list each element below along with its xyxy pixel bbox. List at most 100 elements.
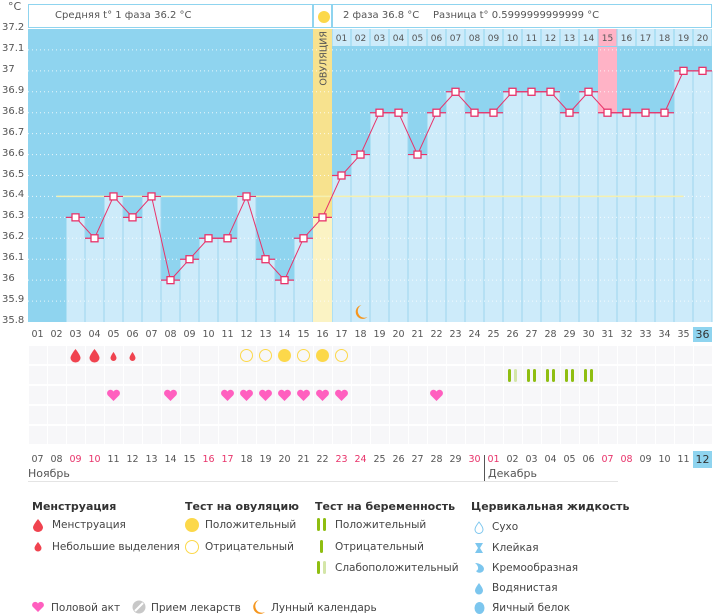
- cycle-day-label[interactable]: 02: [50, 329, 63, 340]
- symbol-cell[interactable]: [142, 386, 161, 404]
- symbol-cell[interactable]: [389, 386, 408, 404]
- date-label[interactable]: 07: [601, 454, 614, 465]
- date-label[interactable]: 09: [639, 454, 652, 465]
- date-label[interactable]: 10: [658, 454, 671, 465]
- cycle-day-label[interactable]: 01: [31, 329, 44, 340]
- cycle-day-label[interactable]: 24: [468, 329, 481, 340]
- ovulation-test-negative-icon[interactable]: [256, 346, 275, 365]
- symbol-cell[interactable]: [123, 406, 142, 424]
- symbol-cell[interactable]: [180, 406, 199, 424]
- symbol-cell[interactable]: [579, 426, 598, 444]
- date-label[interactable]: 14: [164, 454, 177, 465]
- symbol-cell[interactable]: [256, 406, 275, 424]
- cycle-day-label[interactable]: 25: [487, 329, 500, 340]
- cycle-day-label[interactable]: 33: [639, 329, 652, 340]
- heart-icon[interactable]: [218, 386, 237, 405]
- symbol-cell[interactable]: [408, 366, 427, 384]
- symbol-cell[interactable]: [85, 366, 104, 384]
- spotting-drop-icon[interactable]: [104, 346, 123, 365]
- symbol-cell[interactable]: [199, 346, 218, 364]
- symbol-cell[interactable]: [180, 426, 199, 444]
- cycle-day-label[interactable]: 35: [677, 329, 690, 340]
- symbol-cell[interactable]: [674, 386, 693, 404]
- symbol-cell[interactable]: [465, 366, 484, 384]
- symbol-cell[interactable]: [218, 406, 237, 424]
- spotting-drop-icon[interactable]: [123, 346, 142, 365]
- symbol-cell[interactable]: [446, 366, 465, 384]
- symbol-cell[interactable]: [579, 406, 598, 424]
- pregnancy-test-positive-icon[interactable]: [522, 366, 541, 385]
- symbol-cell[interactable]: [427, 406, 446, 424]
- symbol-cell[interactable]: [142, 366, 161, 384]
- date-label[interactable]: 17: [221, 454, 234, 465]
- symbol-cell[interactable]: [541, 386, 560, 404]
- date-label[interactable]: 03: [525, 454, 538, 465]
- symbol-cell[interactable]: [674, 366, 693, 384]
- symbol-cell[interactable]: [313, 426, 332, 444]
- symbol-cell[interactable]: [351, 426, 370, 444]
- cycle-day-label[interactable]: 10: [202, 329, 215, 340]
- symbol-cell[interactable]: [85, 386, 104, 404]
- symbol-cell[interactable]: [28, 346, 47, 364]
- date-label[interactable]: 10: [88, 454, 101, 465]
- symbol-cell[interactable]: [104, 406, 123, 424]
- symbol-cell[interactable]: [332, 406, 351, 424]
- date-label[interactable]: 29: [449, 454, 462, 465]
- symbol-cell[interactable]: [636, 426, 655, 444]
- symbol-cell[interactable]: [541, 346, 560, 364]
- symbol-cell[interactable]: [598, 346, 617, 364]
- symbol-cell[interactable]: [522, 346, 541, 364]
- ovulation-test-negative-icon[interactable]: [332, 346, 351, 365]
- symbol-cell[interactable]: [598, 406, 617, 424]
- heart-icon[interactable]: [104, 386, 123, 405]
- symbol-cell[interactable]: [199, 366, 218, 384]
- heart-icon[interactable]: [161, 386, 180, 405]
- cycle-day-label[interactable]: 34: [658, 329, 671, 340]
- symbol-cell[interactable]: [636, 386, 655, 404]
- symbol-cell[interactable]: [465, 426, 484, 444]
- symbol-cell[interactable]: [28, 426, 47, 444]
- symbol-cell[interactable]: [389, 346, 408, 364]
- symbol-cell[interactable]: [161, 346, 180, 364]
- symbol-cell[interactable]: [199, 386, 218, 404]
- menstruation-drop-icon[interactable]: [66, 346, 85, 365]
- symbol-cell[interactable]: [142, 426, 161, 444]
- symbol-cell[interactable]: [560, 406, 579, 424]
- cycle-day-label[interactable]: 03: [69, 329, 82, 340]
- symbol-cell[interactable]: [332, 366, 351, 384]
- symbol-cell[interactable]: [370, 366, 389, 384]
- date-label[interactable]: 12: [126, 454, 139, 465]
- cycle-day-label[interactable]: 30: [582, 329, 595, 340]
- cycle-day-label[interactable]: 06: [126, 329, 139, 340]
- date-label[interactable]: 08: [620, 454, 633, 465]
- symbol-cell[interactable]: [123, 426, 142, 444]
- symbol-cell[interactable]: [484, 426, 503, 444]
- symbol-cell[interactable]: [237, 426, 256, 444]
- symbol-cell[interactable]: [579, 346, 598, 364]
- date-label[interactable]: 02: [506, 454, 519, 465]
- symbol-cell[interactable]: [674, 426, 693, 444]
- symbol-cell[interactable]: [180, 346, 199, 364]
- date-label[interactable]: 12: [693, 451, 712, 468]
- symbol-cell[interactable]: [256, 366, 275, 384]
- symbol-cell[interactable]: [351, 386, 370, 404]
- symbol-cell[interactable]: [85, 426, 104, 444]
- cycle-day-label[interactable]: 17: [335, 329, 348, 340]
- symbol-cell[interactable]: [161, 406, 180, 424]
- heart-icon[interactable]: [427, 386, 446, 405]
- symbol-cell[interactable]: [180, 386, 199, 404]
- cycle-day-label[interactable]: 31: [601, 329, 614, 340]
- date-label[interactable]: 28: [430, 454, 443, 465]
- symbol-cell[interactable]: [294, 426, 313, 444]
- symbol-cell[interactable]: [47, 406, 66, 424]
- cycle-day-label[interactable]: 12: [240, 329, 253, 340]
- date-label[interactable]: 04: [544, 454, 557, 465]
- cycle-day-label[interactable]: 21: [411, 329, 424, 340]
- symbol-cell[interactable]: [560, 386, 579, 404]
- cycle-day-label[interactable]: 16: [316, 329, 329, 340]
- heart-icon[interactable]: [275, 386, 294, 405]
- date-label[interactable]: 24: [354, 454, 367, 465]
- cycle-day-label[interactable]: 07: [145, 329, 158, 340]
- symbol-cell[interactable]: [560, 426, 579, 444]
- symbol-cell[interactable]: [598, 426, 617, 444]
